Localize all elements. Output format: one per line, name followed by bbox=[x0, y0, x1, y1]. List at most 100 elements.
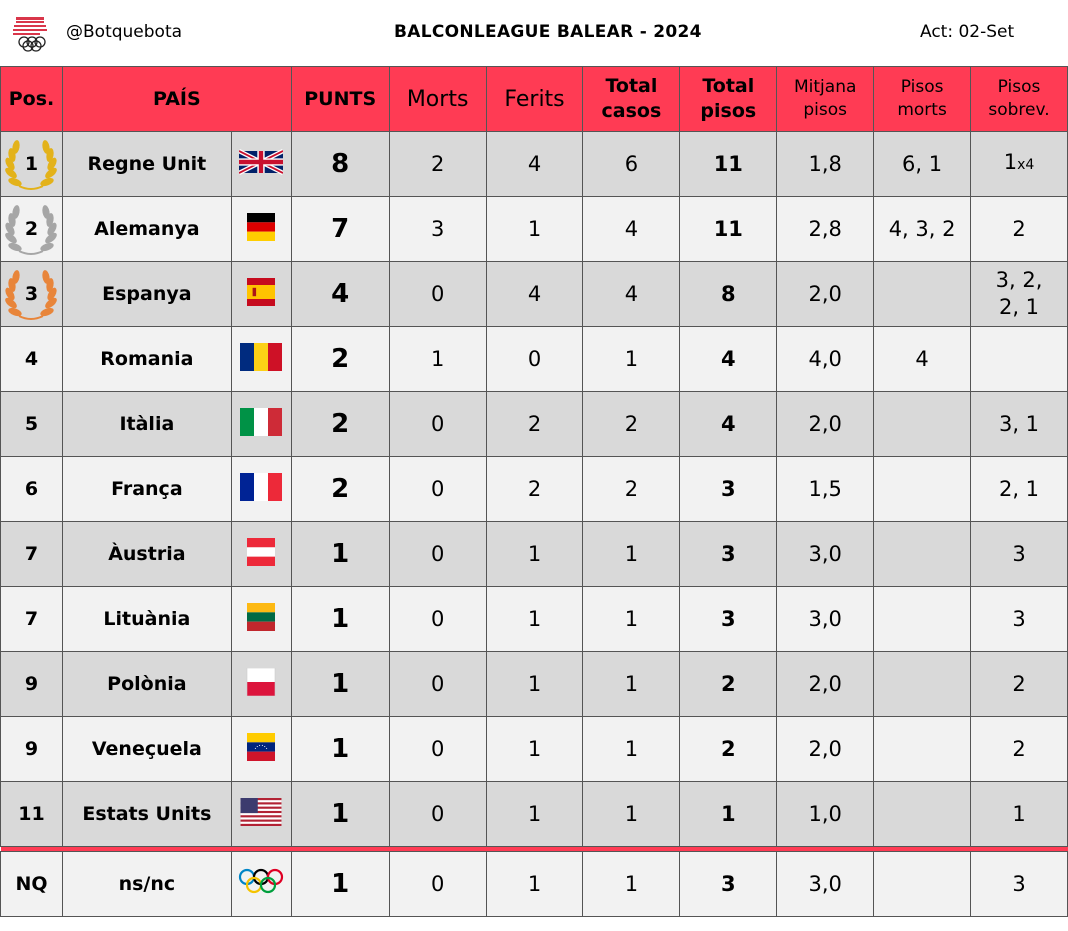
floors-dead-cell: 6, 1 bbox=[873, 131, 972, 197]
top-bar: @Botquebota BALCONLEAGUE BALEAR - 2024 A… bbox=[0, 0, 1068, 66]
deaths-cell: 2 bbox=[388, 131, 487, 197]
league-logo-icon bbox=[13, 17, 47, 52]
table-row: 11 Estats Units 1 0 1 1 1 1,0 1 bbox=[0, 781, 1068, 847]
position-cell: NQ bbox=[0, 851, 63, 917]
avg-floors-cell: 1,5 bbox=[776, 456, 875, 522]
position-cell: 11 bbox=[0, 781, 63, 847]
points-cell: 2 bbox=[290, 391, 390, 457]
country-name: Veneçuela bbox=[61, 716, 232, 782]
position-cell: 6 bbox=[0, 456, 63, 522]
avg-floors-cell: 3,0 bbox=[776, 521, 875, 587]
country-flag-cell bbox=[230, 326, 292, 392]
country-name: Romania bbox=[61, 326, 232, 392]
header-country: PAÍS bbox=[61, 66, 292, 132]
table-row: 1 Regne Unit 8 2 4 6 11 1,8 6, 1 1x4 bbox=[0, 131, 1068, 197]
country-name: Espanya bbox=[61, 261, 232, 327]
table-row: 6 França 2 0 2 2 3 1,5 2, 1 bbox=[0, 456, 1068, 522]
header-injured: Ferits bbox=[485, 66, 584, 132]
floors-dead-cell bbox=[873, 521, 972, 587]
header-floors-survived: Pisos sobrev. bbox=[970, 66, 1068, 132]
romania-flag bbox=[239, 342, 283, 376]
floors-dead-cell bbox=[873, 781, 972, 847]
injured-cell: 4 bbox=[485, 131, 584, 197]
position-cell: 9 bbox=[0, 651, 63, 717]
position-cell: 5 bbox=[0, 391, 63, 457]
header-points: PUNTS bbox=[290, 66, 390, 132]
deaths-cell: 0 bbox=[388, 716, 487, 782]
table-row: 5 Itàlia 2 0 2 2 4 2,0 3, 1 bbox=[0, 391, 1068, 457]
total-floors-cell: 1 bbox=[679, 781, 778, 847]
position-number: 3 bbox=[24, 283, 39, 305]
country-flag-cell bbox=[230, 456, 292, 522]
country-name: Lituània bbox=[61, 586, 232, 652]
points-cell: 4 bbox=[290, 261, 390, 327]
floors-dead-cell bbox=[873, 261, 972, 327]
points-cell: 1 bbox=[290, 716, 390, 782]
deaths-cell: 0 bbox=[388, 521, 487, 587]
deaths-cell: 0 bbox=[388, 261, 487, 327]
floors-survived-cell: 3 bbox=[970, 586, 1068, 652]
country-name: ns/nc bbox=[61, 851, 232, 917]
position-cell: 4 bbox=[0, 326, 63, 392]
spain-flag bbox=[239, 277, 283, 311]
table-row: 7 Àustria 1 0 1 1 3 3,0 3 bbox=[0, 521, 1068, 587]
injured-cell: 1 bbox=[485, 716, 584, 782]
italy-flag bbox=[239, 407, 283, 441]
total-cases-cell: 6 bbox=[582, 131, 681, 197]
floors-survived-cell: 1x4 bbox=[970, 131, 1068, 197]
not-qualified-row: NQ ns/nc 1 0 1 1 3 3,0 3 bbox=[0, 851, 1068, 917]
injured-cell: 4 bbox=[485, 261, 584, 327]
header-floors-dead: Pisos morts bbox=[873, 66, 972, 132]
country-name: Estats Units bbox=[61, 781, 232, 847]
avg-floors-cell: 2,8 bbox=[776, 196, 875, 262]
floors-dead-cell bbox=[873, 651, 972, 717]
deaths-cell: 0 bbox=[388, 651, 487, 717]
total-floors-cell: 3 bbox=[679, 456, 778, 522]
position-number: 11 bbox=[18, 803, 45, 825]
avg-floors-cell: 3,0 bbox=[776, 586, 875, 652]
position-cell: 7 bbox=[0, 521, 63, 587]
country-flag-cell bbox=[230, 261, 292, 327]
header-total-floors: Total pisos bbox=[679, 66, 778, 132]
total-floors-cell: 3 bbox=[679, 521, 778, 587]
total-floors-cell: 8 bbox=[679, 261, 778, 327]
avg-floors-cell: 4,0 bbox=[776, 326, 875, 392]
total-cases-cell: 1 bbox=[582, 521, 681, 587]
avg-floors-cell: 3,0 bbox=[776, 851, 875, 917]
germany-flag bbox=[239, 212, 283, 246]
position-cell: 3 bbox=[0, 261, 63, 327]
country-name: França bbox=[61, 456, 232, 522]
points-cell: 1 bbox=[290, 781, 390, 847]
position-number: 6 bbox=[24, 478, 39, 500]
ranking-table: Pos. PAÍS PUNTS Morts Ferits Total casos … bbox=[0, 66, 1068, 917]
total-floors-cell: 2 bbox=[679, 651, 778, 717]
country-flag-cell bbox=[230, 131, 292, 197]
total-cases-cell: 1 bbox=[582, 851, 681, 917]
points-cell: 1 bbox=[290, 651, 390, 717]
country-flag-cell bbox=[230, 391, 292, 457]
country-flag-cell bbox=[230, 196, 292, 262]
uk-flag bbox=[238, 147, 285, 182]
country-flag-cell bbox=[230, 521, 292, 587]
olympic-rings-icon bbox=[238, 866, 284, 903]
poland-flag bbox=[239, 667, 283, 701]
avg-floors-cell: 2,0 bbox=[776, 651, 875, 717]
position-number: 4 bbox=[24, 348, 39, 370]
header-pos: Pos. bbox=[0, 66, 63, 132]
position-number: 9 bbox=[24, 673, 39, 695]
position-number: NQ bbox=[15, 873, 48, 895]
floors-survived-cell: 3, 1 bbox=[970, 391, 1068, 457]
position-number: 2 bbox=[24, 218, 39, 240]
floors-survived-cell: 3 bbox=[970, 851, 1068, 917]
points-cell: 1 bbox=[290, 586, 390, 652]
total-floors-cell: 4 bbox=[679, 391, 778, 457]
floors-survived-cell: 3, 2, 2, 1 bbox=[970, 261, 1068, 327]
total-cases-cell: 1 bbox=[582, 326, 681, 392]
total-cases-cell: 1 bbox=[582, 586, 681, 652]
total-floors-cell: 11 bbox=[679, 131, 778, 197]
position-cell: 9 bbox=[0, 716, 63, 782]
floors-dead-cell bbox=[873, 456, 972, 522]
country-name: Àustria bbox=[61, 521, 232, 587]
deaths-cell: 3 bbox=[388, 196, 487, 262]
total-floors-cell: 4 bbox=[679, 326, 778, 392]
